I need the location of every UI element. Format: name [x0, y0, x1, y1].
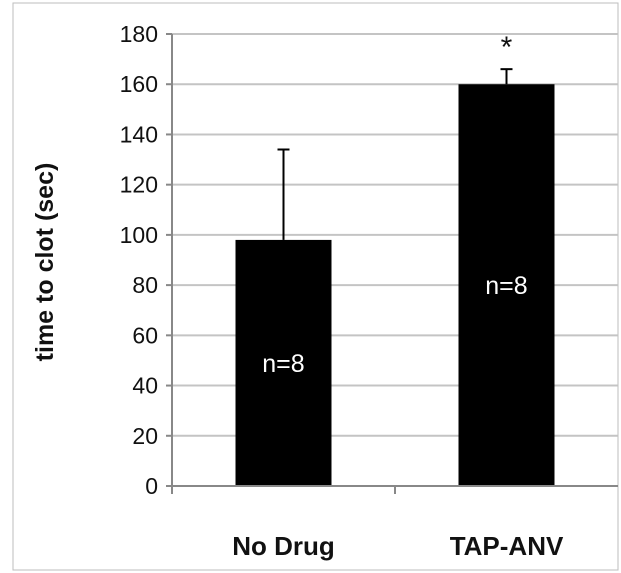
- y-tick-label-60: 60: [132, 322, 158, 348]
- y-tick-label-80: 80: [132, 272, 158, 298]
- y-tick-label-40: 40: [132, 373, 158, 399]
- x-category-label-1: TAP-ANV: [450, 531, 564, 561]
- y-tick-label-20: 20: [132, 423, 158, 449]
- significance-marker-1: *: [501, 31, 513, 64]
- bar-label-1: n=8: [485, 272, 527, 300]
- y-tick-label-160: 160: [120, 71, 158, 97]
- y-tick-label-120: 120: [120, 172, 158, 198]
- labels: 0 20 40 60 80 100 120 140 160 180 n=8 No Drug n=8 * TA…: [120, 21, 564, 561]
- y-axis-title: time to clot (sec): [31, 163, 59, 362]
- bar-1: [458, 84, 555, 486]
- y-tick-label-100: 100: [120, 222, 158, 248]
- x-category-label-0: No Drug: [232, 531, 335, 561]
- bar-label-0: n=8: [262, 350, 304, 378]
- bar-0: [235, 239, 332, 486]
- y-tick-label-140: 140: [120, 121, 158, 147]
- y-tick-label-180: 180: [120, 21, 158, 47]
- bars: [235, 68, 555, 486]
- y-tick-label-0: 0: [145, 473, 158, 499]
- chart-frame: [12, 2, 619, 571]
- axes: [166, 33, 618, 494]
